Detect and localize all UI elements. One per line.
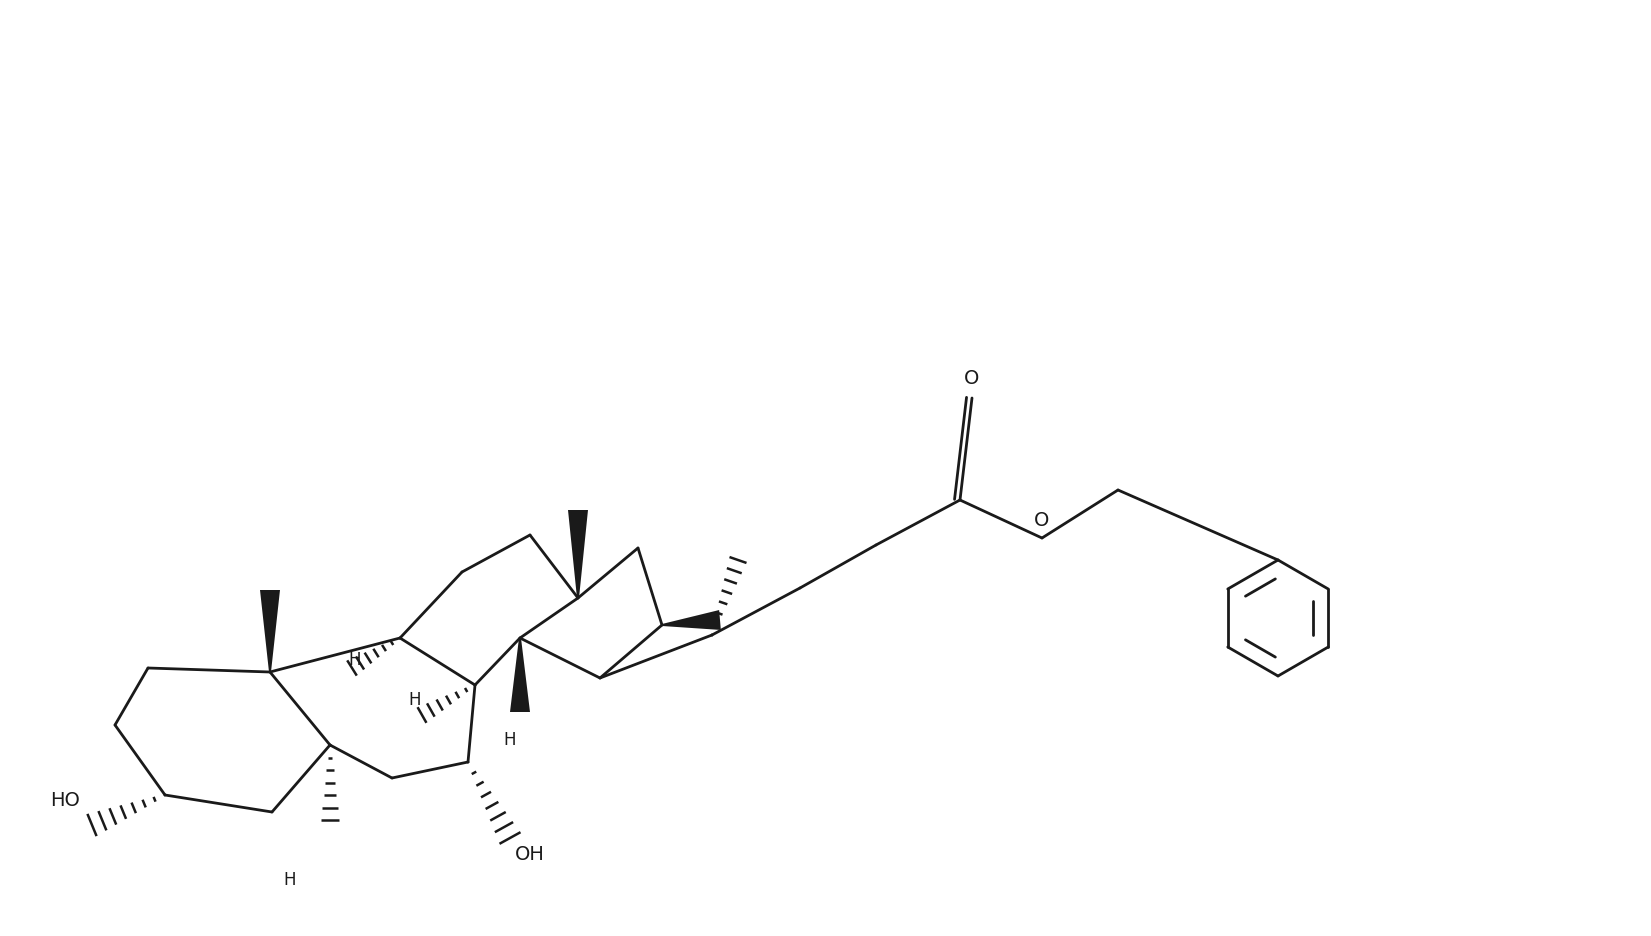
Text: H: H [348, 651, 362, 669]
Text: HO: HO [50, 791, 79, 810]
Polygon shape [568, 510, 588, 598]
Text: H: H [284, 871, 296, 889]
Text: O: O [964, 369, 979, 388]
Text: H: H [504, 731, 517, 749]
Polygon shape [662, 610, 721, 630]
Polygon shape [510, 638, 530, 712]
Polygon shape [259, 590, 281, 672]
Text: O: O [1034, 511, 1050, 530]
Text: OH: OH [515, 845, 545, 865]
Text: H: H [409, 691, 421, 709]
